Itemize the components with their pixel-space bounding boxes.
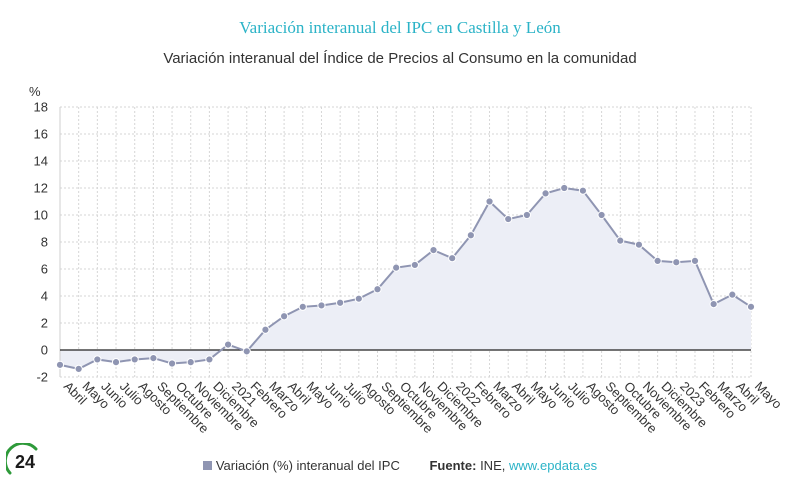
chart-subtitle: Variación interanual del Índice de Preci… [163,50,637,67]
legend-series-label: Variación (%) interanual del IPC [215,458,400,473]
data-point[interactable] [709,300,718,309]
y-tick-label: 0 [41,343,48,358]
y-tick-label: 14 [34,154,48,169]
data-point[interactable] [429,246,438,255]
data-point[interactable] [111,358,121,367]
data-points[interactable] [55,183,756,373]
data-point[interactable] [298,302,307,311]
data-point[interactable] [448,254,457,263]
data-point[interactable] [223,340,233,349]
data-point[interactable] [205,355,214,364]
data-point[interactable] [672,258,681,267]
axes [59,107,751,377]
data-point[interactable] [317,301,326,310]
y-tick-label: 10 [34,208,48,223]
chart-title: Variación interanual del IPC en Castilla… [239,18,561,37]
y-tick-label: 2 [41,316,48,331]
data-point[interactable] [392,263,401,272]
data-point[interactable] [728,290,737,299]
data-point[interactable] [55,360,65,369]
data-point[interactable] [261,325,270,334]
data-point[interactable] [653,256,662,265]
data-point[interactable] [578,186,588,195]
y-tick-label: 18 [34,100,48,115]
data-point[interactable] [149,354,158,363]
y-tick-label: 4 [41,289,48,304]
series-area-fill [60,188,751,369]
data-point[interactable] [560,183,569,193]
legend-item-series[interactable]: Variación (%) interanual del IPC [202,458,404,473]
brand-logo-text: 24 [15,452,35,472]
data-point[interactable] [280,312,289,321]
data-point[interactable] [746,302,756,311]
y-tick-label: 6 [41,262,48,277]
data-point[interactable] [634,240,644,249]
source-text: INE, [480,458,506,473]
y-tick-label: 12 [34,181,48,196]
data-point[interactable] [485,197,494,206]
source-label: Fuente: [429,458,477,473]
data-point[interactable] [410,260,419,270]
data-point[interactable] [167,359,177,368]
brand-logo-icon: 24 [6,443,38,475]
data-point[interactable] [93,355,102,364]
y-axis-ticks: -2 0 2 4 6 8 10 12 14 16 18 [34,100,48,385]
data-point[interactable] [242,347,251,356]
data-point[interactable] [466,231,475,240]
source-note: Fuente: INE, www.epdata.es [429,458,597,473]
series-area [60,188,751,369]
data-point[interactable] [616,236,625,245]
data-point[interactable] [336,298,345,307]
data-point[interactable] [354,294,363,303]
source-link[interactable]: www.epdata.es [508,458,598,473]
data-point[interactable] [597,210,606,220]
data-point[interactable] [130,355,139,364]
y-tick-label: -2 [36,370,48,385]
data-point[interactable] [504,214,513,224]
data-point[interactable] [186,358,195,367]
data-point[interactable] [373,285,382,294]
legend-swatch-icon [202,461,212,470]
data-point[interactable] [541,189,550,198]
data-point[interactable] [74,364,83,373]
y-axis-label: % [29,84,41,99]
data-point[interactable] [522,210,531,220]
y-tick-label: 8 [41,235,48,250]
legend: Variación (%) interanual del IPC Fuente:… [0,458,800,473]
x-axis-ticks: AbrilMayoJunioJulioAgostoSeptiembreOctub… [61,379,785,437]
data-point[interactable] [690,256,700,265]
y-tick-label: 16 [34,127,48,142]
